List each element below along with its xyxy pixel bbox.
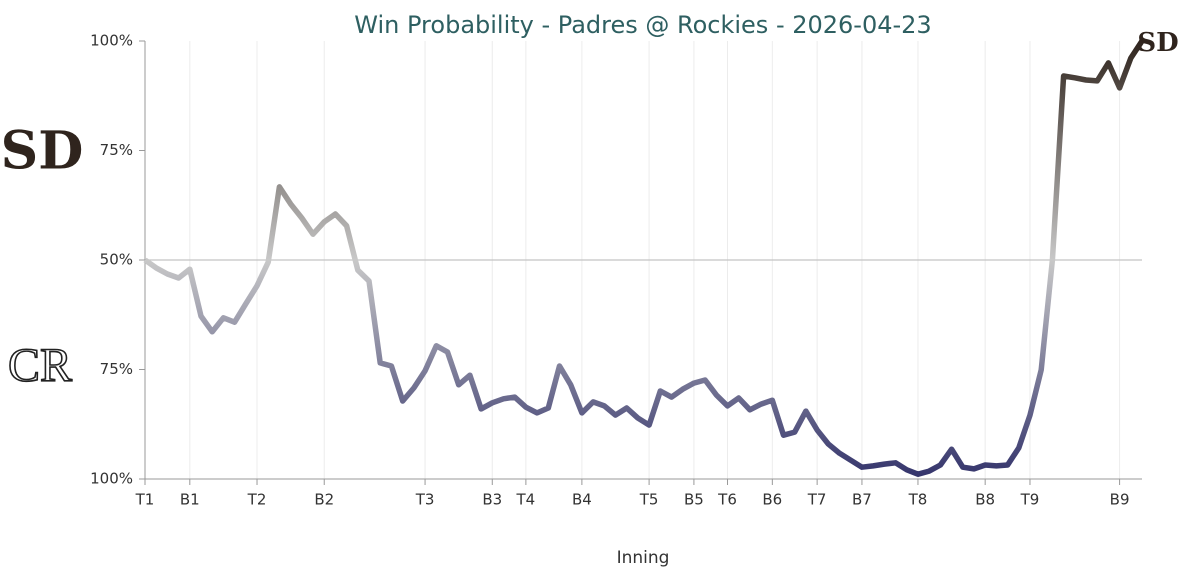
x-tick-label: T1 <box>135 491 155 509</box>
x-tick-label: T3 <box>415 491 435 509</box>
x-tick-label: B1 <box>180 491 200 509</box>
y-tick-label: 75% <box>100 360 133 378</box>
y-tick-label: 75% <box>100 141 133 159</box>
x-tick-label: B6 <box>762 491 782 509</box>
y-tick-label: 50% <box>100 251 133 269</box>
x-tick-label: T6 <box>717 491 737 509</box>
x-tick-label: B4 <box>572 491 592 509</box>
x-tick-label: B3 <box>482 491 502 509</box>
y-tick-label: 100% <box>90 470 133 488</box>
x-tick-label: B5 <box>684 491 704 509</box>
x-tick-label: B9 <box>1110 491 1130 509</box>
x-tick-label: B2 <box>314 491 334 509</box>
x-tick-label: T8 <box>908 491 928 509</box>
win-probability-line <box>143 39 1145 477</box>
x-tick-label: B8 <box>975 491 995 509</box>
team-logo: SD <box>1137 28 1178 58</box>
x-tick-label: T4 <box>516 491 536 509</box>
team-logo: CR <box>8 339 72 392</box>
x-tick-label: T9 <box>1020 491 1040 509</box>
x-axis-label: Inning <box>617 548 670 568</box>
x-tick-label: T2 <box>247 491 267 509</box>
y-tick-label: 100% <box>90 32 133 50</box>
x-tick-label: T5 <box>639 491 659 509</box>
x-tick-label: B7 <box>852 491 872 509</box>
x-tick-label: T7 <box>807 491 827 509</box>
team-logo: SD <box>1 121 84 182</box>
chart-title: Win Probability - Padres @ Rockies - 202… <box>354 11 931 39</box>
